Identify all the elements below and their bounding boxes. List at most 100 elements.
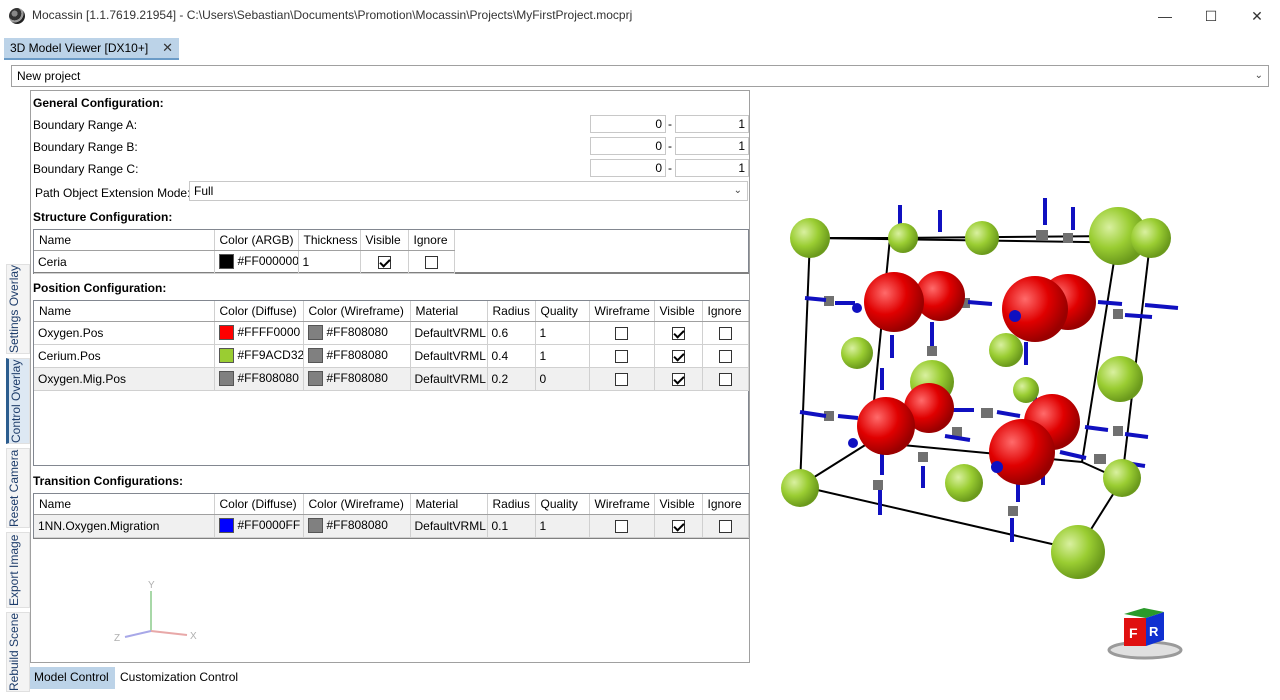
cell-ignore[interactable] — [702, 321, 749, 345]
cell-quality[interactable]: 1 — [535, 321, 590, 345]
color-swatch[interactable] — [218, 371, 234, 387]
cell-diffuse[interactable]: #FF0000FF — [214, 514, 304, 538]
minimize-button[interactable]: — — [1158, 8, 1172, 24]
cell-visible[interactable] — [654, 514, 703, 538]
boundary-range-c-from[interactable]: 0 — [590, 159, 666, 177]
visible-checkbox[interactable] — [377, 255, 391, 269]
cell-material[interactable]: DefaultVRML — [410, 321, 488, 345]
tab-customization-control[interactable]: Customization Control — [120, 670, 239, 684]
column-header[interactable]: Wireframe — [589, 494, 655, 515]
cell-diffuse[interactable]: #FF808080 — [214, 367, 304, 391]
cell-wireframe-color[interactable]: #FF808080 — [303, 367, 411, 391]
column-header[interactable]: Ignore — [702, 301, 749, 322]
cell-name[interactable]: Oxygen.Mig.Pos — [34, 367, 215, 391]
cell-radius[interactable]: 0.2 — [487, 367, 536, 391]
color-swatch[interactable] — [218, 518, 234, 534]
table-row[interactable]: Ceria #FF000000 1 — [34, 250, 455, 274]
cell-ignore[interactable] — [408, 250, 455, 274]
cell-material[interactable]: DefaultVRML — [410, 344, 488, 368]
color-swatch[interactable] — [307, 348, 323, 364]
maximize-button[interactable]: ☐ — [1204, 8, 1218, 24]
cell-wireframe[interactable] — [589, 514, 655, 538]
color-swatch[interactable] — [307, 518, 323, 534]
view-cube-top[interactable] — [1124, 608, 1164, 618]
cell-wireframe-color[interactable]: #FF808080 — [303, 344, 411, 368]
cell-visible[interactable] — [654, 367, 703, 391]
view-cube-right[interactable] — [1146, 612, 1164, 646]
cell-name[interactable]: Ceria — [34, 250, 215, 274]
view-cube[interactable]: F R — [1107, 608, 1183, 660]
cell-thickness[interactable]: 1 — [298, 250, 361, 274]
ignore-checkbox[interactable] — [718, 372, 732, 386]
table-row[interactable]: Oxygen.Pos #FFFF0000 #FF808080 DefaultVR… — [34, 321, 749, 345]
column-header[interactable]: Material — [410, 301, 488, 322]
table-row[interactable]: Cerium.Pos #FF9ACD32 #FF808080 DefaultVR… — [34, 344, 749, 368]
side-tab-control-overlay[interactable]: Control Overlay — [6, 358, 30, 444]
boundary-range-a-to[interactable]: 1 — [675, 115, 749, 133]
color-swatch[interactable] — [307, 371, 323, 387]
table-row[interactable]: 1NN.Oxygen.Migration #FF0000FF #FF808080… — [34, 514, 749, 538]
table-row[interactable]: Oxygen.Mig.Pos #FF808080 #FF808080 Defau… — [34, 367, 749, 391]
ignore-checkbox[interactable] — [718, 349, 732, 363]
ignore-checkbox[interactable] — [718, 326, 732, 340]
cell-radius[interactable]: 0.6 — [487, 321, 536, 345]
column-header[interactable]: Name — [34, 230, 215, 251]
close-button[interactable]: ✕ — [1251, 8, 1263, 24]
cell-wireframe[interactable] — [589, 321, 655, 345]
column-header[interactable]: Thickness — [298, 230, 361, 251]
crystal-scene[interactable]: F R — [760, 90, 1280, 695]
cell-visible[interactable] — [360, 250, 409, 274]
boundary-range-b-to[interactable]: 1 — [675, 137, 749, 155]
cell-wireframe-color[interactable]: #FF808080 — [303, 321, 411, 345]
column-header[interactable]: Visible — [654, 494, 703, 515]
cell-wireframe-color[interactable]: #FF808080 — [303, 514, 411, 538]
cell-name[interactable]: Oxygen.Pos — [34, 321, 215, 345]
visible-checkbox[interactable] — [671, 349, 685, 363]
column-header[interactable]: Visible — [654, 301, 703, 322]
cell-wireframe[interactable] — [589, 367, 655, 391]
cell-visible[interactable] — [654, 321, 703, 345]
column-header[interactable]: Material — [410, 494, 488, 515]
wireframe-checkbox[interactable] — [615, 326, 628, 340]
column-header[interactable]: Wireframe — [589, 301, 655, 322]
side-tab-settings-overlay[interactable]: Settings Overlay — [6, 264, 30, 354]
cell-quality[interactable]: 1 — [535, 344, 590, 368]
column-header[interactable]: Color (Diffuse) — [214, 301, 304, 322]
boundary-range-b-from[interactable]: 0 — [590, 137, 666, 155]
color-swatch[interactable] — [218, 254, 234, 270]
visible-checkbox[interactable] — [671, 372, 685, 386]
view-cube-front[interactable] — [1124, 618, 1146, 646]
wireframe-checkbox[interactable] — [615, 349, 628, 363]
column-header[interactable]: Name — [34, 301, 215, 322]
tab-model-control[interactable]: Model Control — [30, 667, 115, 689]
cell-material[interactable]: DefaultVRML — [410, 514, 488, 538]
column-header[interactable]: Quality — [535, 301, 590, 322]
wireframe-checkbox[interactable] — [615, 519, 628, 533]
column-header[interactable]: Color (Diffuse) — [214, 494, 304, 515]
cell-ignore[interactable] — [702, 367, 749, 391]
cell-diffuse[interactable]: #FFFF0000 — [214, 321, 304, 345]
cell-radius[interactable]: 0.1 — [487, 514, 536, 538]
color-swatch[interactable] — [307, 325, 323, 341]
column-header[interactable]: Ignore — [408, 230, 455, 251]
visible-checkbox[interactable] — [671, 519, 685, 533]
tab-close-icon[interactable]: ✕ — [162, 40, 173, 55]
cell-ignore[interactable] — [702, 344, 749, 368]
cell-quality[interactable]: 1 — [535, 514, 590, 538]
cell-wireframe[interactable] — [589, 344, 655, 368]
project-select[interactable]: New project ⌄ — [11, 65, 1269, 87]
wireframe-checkbox[interactable] — [615, 372, 628, 386]
boundary-range-a-from[interactable]: 0 — [590, 115, 666, 133]
column-header[interactable]: Color (Wireframe) — [303, 301, 411, 322]
boundary-range-c-to[interactable]: 1 — [675, 159, 749, 177]
column-header[interactable]: Quality — [535, 494, 590, 515]
column-header[interactable]: Radius — [487, 301, 536, 322]
column-header[interactable]: Name — [34, 494, 215, 515]
color-swatch[interactable] — [218, 325, 234, 341]
ignore-checkbox[interactable] — [424, 255, 438, 269]
cell-name[interactable]: 1NN.Oxygen.Migration — [34, 514, 215, 538]
path-mode-select[interactable]: Full ⌄ — [189, 181, 748, 201]
cell-radius[interactable]: 0.4 — [487, 344, 536, 368]
column-header[interactable]: Color (ARGB) — [214, 230, 299, 251]
3d-viewport[interactable]: F R — [760, 90, 1280, 695]
